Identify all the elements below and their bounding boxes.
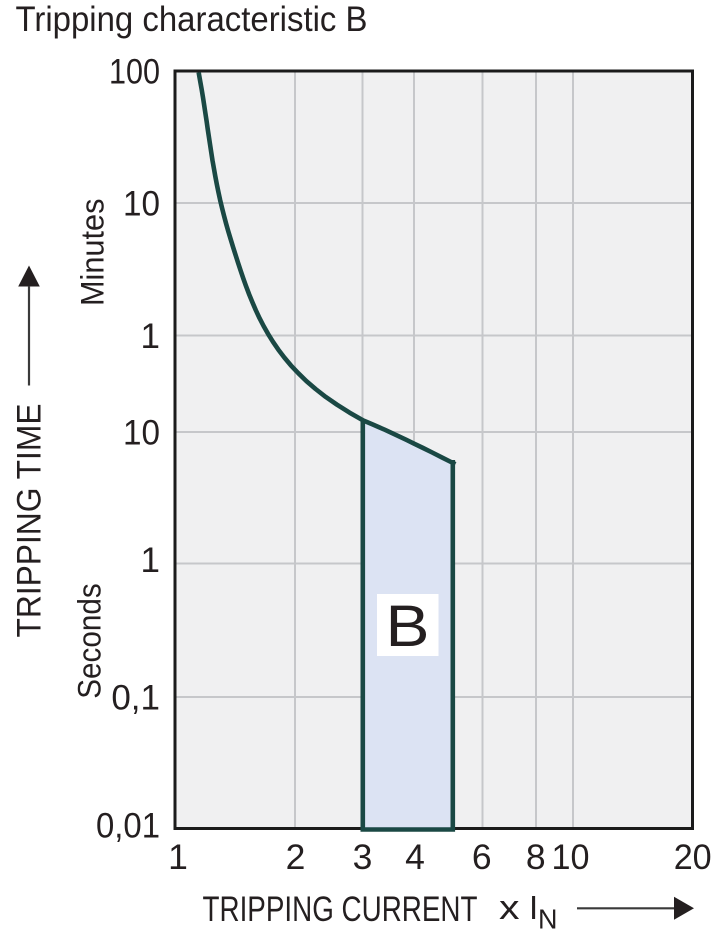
svg-text:2: 2 — [286, 837, 306, 877]
svg-text:x: x — [499, 889, 520, 927]
svg-text:0,01: 0,01 — [96, 807, 160, 846]
svg-text:TRIPPING CURRENT: TRIPPING CURRENT — [203, 890, 478, 929]
svg-text:20: 20 — [674, 837, 712, 877]
svg-text:1: 1 — [168, 837, 188, 877]
svg-text:3: 3 — [353, 837, 373, 877]
svg-text:1: 1 — [141, 541, 160, 580]
svg-text:N: N — [538, 904, 558, 935]
svg-text:10: 10 — [552, 837, 590, 877]
svg-text:1: 1 — [141, 317, 160, 356]
svg-text:0,1: 0,1 — [111, 679, 160, 718]
svg-text:6: 6 — [472, 837, 492, 877]
svg-text:10: 10 — [123, 414, 160, 453]
svg-text:100: 100 — [109, 53, 160, 92]
svg-text:B: B — [386, 594, 430, 659]
svg-text:I: I — [529, 889, 538, 926]
svg-text:8: 8 — [526, 837, 546, 877]
svg-text:10: 10 — [123, 185, 160, 224]
svg-text:4: 4 — [405, 837, 425, 877]
svg-text:Seconds: Seconds — [71, 583, 107, 699]
svg-text:TRIPPING TIME: TRIPPING TIME — [11, 404, 49, 638]
svg-text:Tripping characteristic B: Tripping characteristic B — [16, 0, 368, 39]
svg-text:Minutes: Minutes — [75, 199, 111, 306]
